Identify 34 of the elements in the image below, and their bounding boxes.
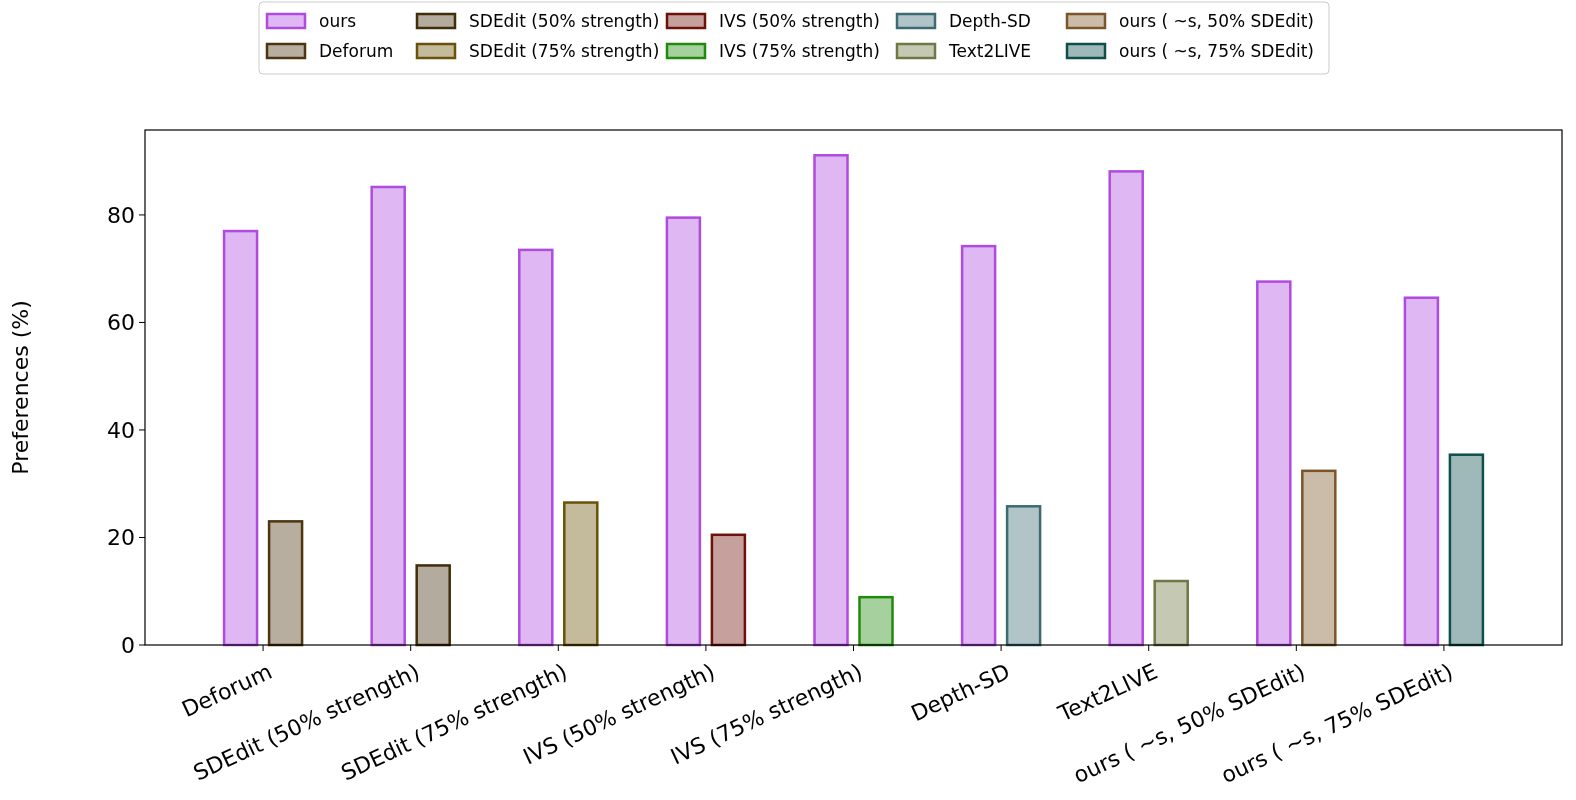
bar [1403, 296, 1440, 647]
y-tick-label: 0 [121, 632, 135, 658]
legend-label: IVS (50% strength) [719, 10, 880, 31]
legend-label: ours ( ~s, 50% SDEdit) [1119, 10, 1314, 31]
bar [1108, 170, 1144, 647]
bar [1005, 505, 1042, 647]
bar [858, 595, 894, 647]
legend-label: ours [319, 10, 357, 31]
legend-label: Text2LIVE [948, 40, 1032, 61]
y-tick-label: 40 [107, 417, 135, 443]
bar [1301, 469, 1337, 647]
bar [710, 533, 747, 647]
legend-label: Deforum [319, 40, 394, 61]
y-tick-label: 20 [107, 525, 135, 551]
bar [665, 216, 702, 647]
bar [518, 248, 554, 647]
bar [563, 501, 599, 647]
bar [960, 244, 997, 647]
bar [267, 520, 304, 647]
bar [370, 185, 406, 647]
bar [1153, 579, 1189, 647]
bar [813, 154, 849, 647]
bar [415, 564, 451, 647]
legend-label: SDEdit (75% strength) [469, 40, 660, 61]
legend-label: Depth-SD [949, 10, 1031, 31]
legend-label: SDEdit (50% strength) [469, 10, 660, 31]
y-axis-title: Preferences (%) [7, 300, 33, 475]
y-tick-label: 80 [107, 202, 135, 228]
bar [1448, 453, 1485, 647]
bar [1256, 280, 1292, 647]
bar [222, 229, 259, 647]
y-tick-label: 60 [107, 310, 135, 336]
legend-label: IVS (75% strength) [719, 40, 880, 61]
legend-label: ours ( ~s, 75% SDEdit) [1119, 40, 1314, 61]
